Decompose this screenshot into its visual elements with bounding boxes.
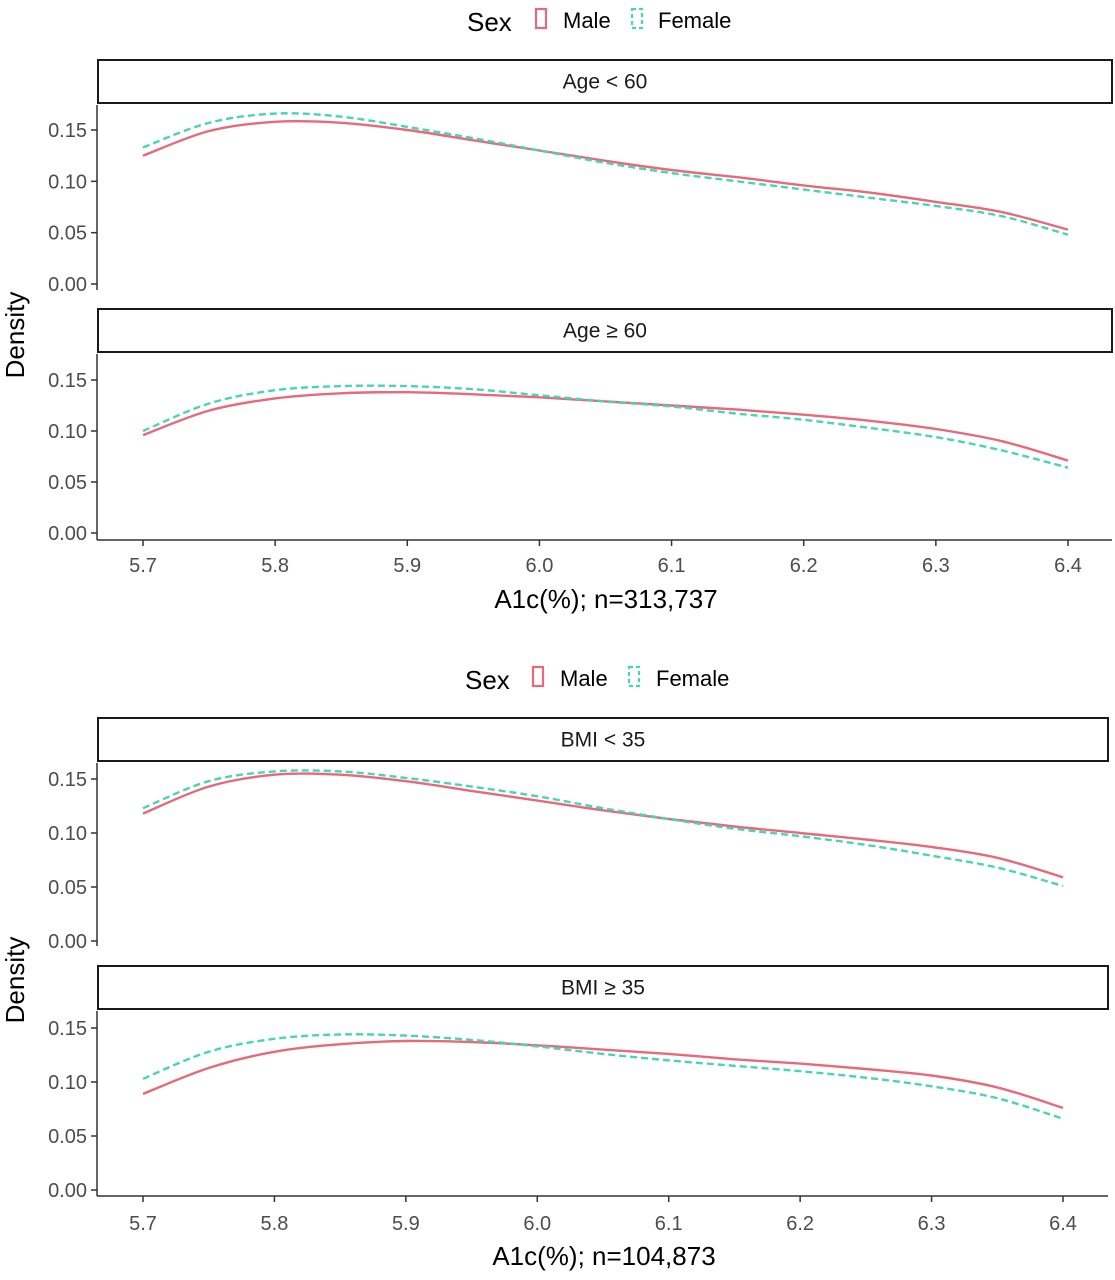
legend-key-male: [534, 7, 548, 30]
y-tick-label: 0.15: [48, 1018, 87, 1040]
x-tick-label: 5.7: [129, 555, 157, 577]
y-tick-label: 0.00: [48, 1180, 87, 1202]
legend-key-male: [531, 665, 545, 688]
x-axis: 5.7 5.8 5.9 6.0 6.1 6.2 6.3 6.4: [97, 539, 1112, 577]
x-tick-label: 6.2: [786, 1213, 814, 1235]
y-tick-label: 0.00: [48, 931, 87, 953]
facet-label: Age < 60: [563, 71, 648, 94]
facet-strip: [97, 308, 1113, 353]
y-axis-title: Density: [0, 937, 30, 1024]
legend: Sex Male Female: [465, 665, 729, 695]
y-axis-title: Density: [0, 292, 30, 379]
x-tick-label: 6.1: [655, 1213, 683, 1235]
legend-title: Sex: [467, 7, 512, 37]
x-tick-label: 6.4: [1054, 555, 1082, 577]
y-tick-label: 0.10: [48, 421, 87, 443]
legend-label-female: Female: [658, 8, 731, 33]
series-line-male: [142, 390, 1069, 462]
panel-1: Age < 60 0.00 0.05 0.10 0.15: [48, 59, 1113, 296]
x-tick-label: 5.8: [261, 1213, 289, 1235]
facet-strip: [97, 717, 1109, 762]
x-axis-title: A1c(%); n=104,873: [492, 1241, 715, 1271]
panel-2: BMI ≥ 35 0.00 0.05 0.10 0.15 5.7 5.8 5.9 6.0 6.1 6…: [48, 965, 1109, 1235]
x-axis: 5.7 5.8 5.9 6.0 6.1 6.2 6.3 6.4: [97, 1195, 1108, 1235]
panel-2: Age ≥ 60 0.00 0.05 0.10 0.15 5.7 5.8 5.9 6.0 6.1 6…: [48, 308, 1113, 577]
x-tick-label: 6.3: [922, 555, 950, 577]
series-line-female: [142, 769, 1064, 888]
y-tick-label: 0.10: [48, 1072, 87, 1094]
facet-label: BMI < 35: [561, 729, 646, 752]
legend-label-male: Male: [563, 8, 611, 33]
x-tick-label: 6.1: [658, 555, 686, 577]
legend-key-female: [630, 7, 644, 30]
series-line-female: [142, 384, 1069, 469]
facet-label: BMI ≥ 35: [561, 977, 645, 1000]
legend-title: Sex: [465, 665, 510, 695]
x-tick-label: 6.4: [1049, 1213, 1077, 1235]
series-line-female: [142, 112, 1069, 236]
x-tick-label: 6.0: [526, 555, 554, 577]
facet-label: Age ≥ 60: [563, 320, 647, 343]
y-tick-label: 0.05: [48, 472, 87, 494]
y-tick-label: 0.10: [48, 823, 87, 845]
legend-key-female: [627, 665, 641, 688]
y-tick-label: 0.05: [48, 877, 87, 899]
legend-label-female: Female: [656, 666, 729, 691]
y-tick-label: 0.05: [48, 223, 87, 245]
y-tick-label: 0.00: [48, 523, 87, 545]
y-tick-label: 0.15: [48, 769, 87, 791]
series-line-male: [142, 1039, 1064, 1110]
x-tick-label: 6.0: [523, 1213, 551, 1235]
x-tick-label: 5.9: [393, 555, 421, 577]
y-tick-label: 0.10: [48, 171, 87, 193]
x-tick-label: 6.3: [918, 1213, 946, 1235]
facet-strip: [97, 965, 1109, 1010]
legend: Sex Male Female: [467, 7, 731, 37]
series-line-male: [142, 772, 1064, 879]
x-tick-label: 6.2: [790, 555, 818, 577]
x-tick-label: 5.8: [261, 555, 289, 577]
x-tick-label: 5.9: [392, 1213, 420, 1235]
y-tick-label: 0.15: [48, 120, 87, 142]
y-tick-label: 0.15: [48, 370, 87, 392]
y-tick-label: 0.05: [48, 1126, 87, 1148]
facet-strip: [97, 59, 1113, 104]
panel-1: BMI < 35 0.00 0.05 0.10 0.15: [48, 717, 1109, 953]
x-tick-label: 5.7: [129, 1213, 157, 1235]
series-line-female: [142, 1033, 1064, 1120]
legend-label-male: Male: [560, 666, 608, 691]
y-tick-label: 0.00: [48, 274, 87, 296]
series-line-male: [142, 119, 1069, 231]
x-axis-title: A1c(%); n=313,737: [494, 584, 717, 614]
